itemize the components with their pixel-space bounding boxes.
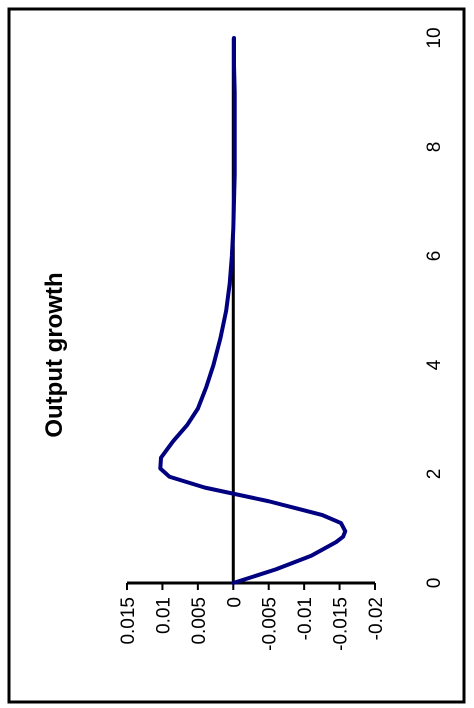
time-axis-tick-label: 10	[424, 27, 445, 48]
time-axis-tick-labels: 0 2 4 6 8 10	[424, 27, 445, 588]
time-axis-tick-label: 0	[424, 578, 445, 589]
value-axis-ticks	[126, 583, 376, 590]
chart-title: Output growth	[41, 272, 68, 437]
time-axis-tick-label: 2	[424, 469, 445, 480]
series-line	[158, 36, 348, 585]
value-axis-tick-label: -0.01	[295, 597, 316, 640]
value-axis-tick-label: 0	[224, 597, 245, 608]
value-axis-tick-labels: 0.015 0.01 0.005 0 -0.005 -0.01 -0.015 -0.02	[118, 597, 387, 651]
chart-frame	[7, 7, 466, 704]
time-axis-tick-label: 6	[424, 251, 445, 262]
time-axis-tick-label: 8	[424, 142, 445, 153]
value-axis-tick-label: -0.005	[260, 597, 281, 651]
time-axis-tick-label: 4	[424, 359, 445, 370]
value-axis-tick-label: -0.02	[366, 597, 387, 640]
value-axis-tick-label: 0.01	[153, 597, 174, 634]
value-axis-tick-label: 0.015	[118, 597, 139, 645]
value-axis-tick-label: -0.015	[331, 597, 352, 651]
value-axis-tick-label: 0.005	[189, 597, 210, 645]
